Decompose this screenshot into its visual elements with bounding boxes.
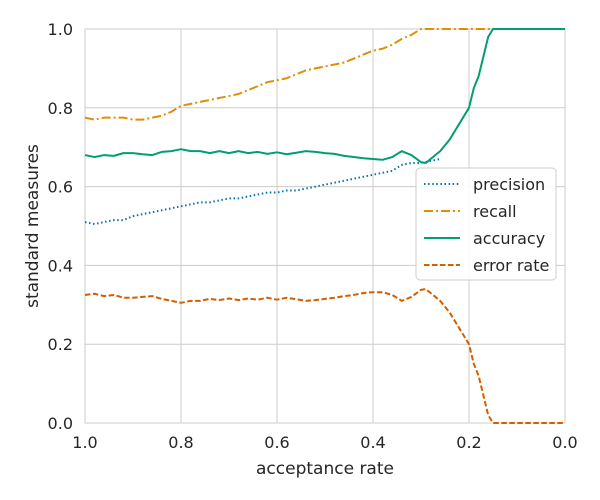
legend-label-error-rate: error rate <box>473 256 549 275</box>
tick-labels: 1.0 0.8 0.6 0.4 0.2 0.0 0.0 0.2 0.4 0.6 0.8 1.0 <box>48 20 578 452</box>
x-tick-label: 0.4 <box>360 433 385 452</box>
x-tick-label: 0.6 <box>264 433 289 452</box>
y-tick-label: 0.4 <box>48 256 73 275</box>
y-axis-label: standard measures <box>23 144 43 308</box>
legend: precision recall accuracy error rate <box>415 167 557 281</box>
y-tick-label: 0.2 <box>48 335 73 354</box>
y-tick-label: 1.0 <box>48 20 73 39</box>
legend-label-recall: recall <box>473 202 517 221</box>
plot-frame <box>84 28 566 424</box>
series-line-accuracy <box>84 28 565 164</box>
y-tick-label: 0.8 <box>48 99 73 118</box>
y-tick-label: 0.0 <box>48 414 73 433</box>
x-tick-label: 0.2 <box>456 433 481 452</box>
legend-box <box>415 167 557 281</box>
legend-label-accuracy: accuracy <box>473 229 545 248</box>
series-line-error-rate <box>84 288 565 424</box>
x-tick-label: 1.0 <box>72 433 97 452</box>
y-tick-label: 0.6 <box>48 178 73 197</box>
series-line-recall <box>84 28 565 121</box>
series-group <box>84 28 565 424</box>
series-line-precision <box>84 158 441 226</box>
legend-label-precision: precision <box>473 175 545 194</box>
x-tick-label: 0.8 <box>168 433 193 452</box>
x-axis-label: acceptance rate <box>256 459 394 479</box>
x-tick-label: 0.0 <box>552 433 577 452</box>
